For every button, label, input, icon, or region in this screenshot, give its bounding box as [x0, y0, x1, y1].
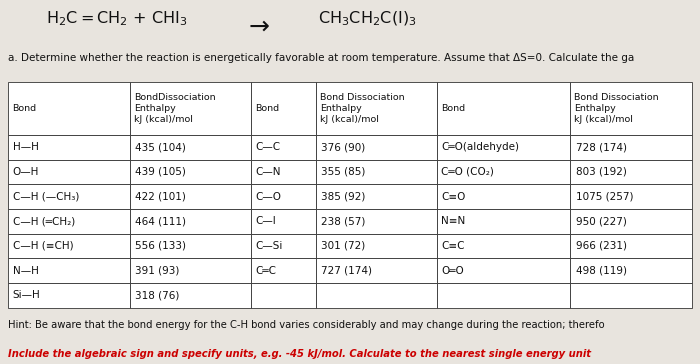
Text: C—H (═CH₂): C—H (═CH₂) [13, 216, 75, 226]
Text: 556 (133): 556 (133) [136, 241, 186, 251]
Bar [316, 184, 438, 209]
Text: CH$_3$CH$_2$C(I)$_3$: CH$_3$CH$_2$C(I)$_3$ [318, 9, 417, 28]
Bar [570, 82, 692, 135]
Text: 318 (76): 318 (76) [136, 290, 180, 300]
Text: →: → [248, 15, 270, 39]
Text: C—Si: C—Si [256, 241, 283, 251]
Text: Bond: Bond [442, 104, 466, 113]
Bar [8, 135, 130, 159]
Text: 950 (227): 950 (227) [575, 216, 626, 226]
Bar [8, 234, 130, 258]
Bar [130, 283, 251, 308]
Bar [570, 209, 692, 234]
Bar [438, 184, 570, 209]
Text: C≡C: C≡C [442, 241, 465, 251]
Bar [570, 258, 692, 283]
Text: 464 (111): 464 (111) [136, 216, 186, 226]
Text: H$_2$C$=$CH$_2$ + CHI$_3$: H$_2$C$=$CH$_2$ + CHI$_3$ [46, 9, 187, 28]
Bar [570, 135, 692, 159]
Bar [316, 209, 438, 234]
Bar [251, 258, 316, 283]
Text: H—H: H—H [13, 142, 38, 152]
Text: 301 (72): 301 (72) [321, 241, 365, 251]
Bar [316, 135, 438, 159]
Text: BondDissociation
Enthalpy
kJ (kcal)/mol: BondDissociation Enthalpy kJ (kcal)/mol [134, 93, 216, 124]
Text: C—H (≡CH): C—H (≡CH) [13, 241, 74, 251]
Bar [8, 258, 130, 283]
Bar [130, 159, 251, 184]
Bar [438, 283, 570, 308]
Bar [316, 258, 438, 283]
Text: 355 (85): 355 (85) [321, 167, 366, 177]
Bar [570, 159, 692, 184]
Bar [251, 234, 316, 258]
Text: 238 (57): 238 (57) [321, 216, 366, 226]
Text: N—H: N—H [13, 266, 38, 276]
Text: 391 (93): 391 (93) [136, 266, 180, 276]
Bar [570, 283, 692, 308]
Text: C—C: C—C [256, 142, 281, 152]
Bar [251, 283, 316, 308]
Text: 439 (105): 439 (105) [136, 167, 186, 177]
Bar [316, 159, 438, 184]
Text: Hint: Be aware that the bond energy for the C-H bond varies considerably and may: Hint: Be aware that the bond energy for … [8, 320, 605, 329]
Text: 385 (92): 385 (92) [321, 191, 366, 202]
Text: C—I: C—I [256, 216, 276, 226]
Text: C—O: C—O [256, 191, 281, 202]
Bar [570, 184, 692, 209]
Text: Si—H: Si—H [13, 290, 41, 300]
Bar [251, 135, 316, 159]
Text: 966 (231): 966 (231) [575, 241, 626, 251]
Bar [130, 258, 251, 283]
Text: 498 (119): 498 (119) [575, 266, 626, 276]
Text: Bond: Bond [256, 104, 279, 113]
Text: N≡N: N≡N [442, 216, 466, 226]
Text: 422 (101): 422 (101) [136, 191, 186, 202]
Text: C—N: C—N [256, 167, 281, 177]
Text: C≡O: C≡O [442, 191, 466, 202]
Bar [8, 209, 130, 234]
Bar [8, 159, 130, 184]
Bar [251, 159, 316, 184]
Bar [438, 209, 570, 234]
Text: a. Determine whether the reaction is energetically favorable at room temperature: a. Determine whether the reaction is ene… [8, 53, 635, 63]
Bar [316, 82, 438, 135]
Text: Bond Dissociation
Enthalpy
kJ (kcal)/mol: Bond Dissociation Enthalpy kJ (kcal)/mol [574, 93, 659, 124]
Bar [570, 234, 692, 258]
Bar [438, 258, 570, 283]
Bar [8, 184, 130, 209]
Bar [438, 159, 570, 184]
Text: 376 (90): 376 (90) [321, 142, 365, 152]
Text: 727 (174): 727 (174) [321, 266, 372, 276]
Bar [316, 234, 438, 258]
Bar [130, 209, 251, 234]
Bar [130, 184, 251, 209]
Bar [251, 209, 316, 234]
Bar [438, 82, 570, 135]
Bar [438, 234, 570, 258]
Text: C═O (CO₂): C═O (CO₂) [442, 167, 494, 177]
Text: 435 (104): 435 (104) [136, 142, 186, 152]
Text: 803 (192): 803 (192) [575, 167, 626, 177]
Text: C—H (—CH₃): C—H (—CH₃) [13, 191, 79, 202]
Text: C═C: C═C [256, 266, 276, 276]
Text: 728 (174): 728 (174) [575, 142, 626, 152]
Text: Bond Dissociation
Enthalpy
kJ (kcal)/mol: Bond Dissociation Enthalpy kJ (kcal)/mol [320, 93, 405, 124]
Bar [316, 283, 438, 308]
Bar [130, 135, 251, 159]
Bar [130, 234, 251, 258]
Text: Include the algebraic sign and specify units, e.g. -45 kJ/mol. Calculate to the : Include the algebraic sign and specify u… [8, 349, 592, 359]
Bar [251, 82, 316, 135]
Text: Bond: Bond [13, 104, 36, 113]
Text: C═O(aldehyde): C═O(aldehyde) [442, 142, 519, 152]
Text: O═O: O═O [442, 266, 464, 276]
Bar [251, 184, 316, 209]
Bar [130, 82, 251, 135]
Bar [8, 283, 130, 308]
Bar [438, 135, 570, 159]
Bar [8, 82, 130, 135]
Text: O—H: O—H [13, 167, 39, 177]
Text: 1075 (257): 1075 (257) [575, 191, 634, 202]
